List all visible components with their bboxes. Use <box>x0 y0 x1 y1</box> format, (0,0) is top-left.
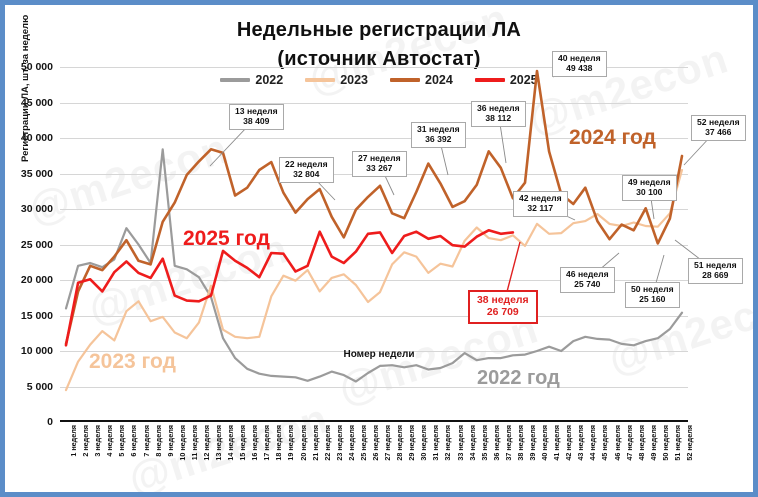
callout-week-label: 46 неделя <box>566 269 609 279</box>
y-axis-tick-label: 15 000 <box>20 309 53 322</box>
y-axis-tick-label: 25 000 <box>20 238 53 251</box>
callout-week-label: 50 неделя <box>631 284 674 294</box>
callout-week-label: 13 неделя <box>235 106 278 116</box>
y-axis-tick-label: 5 000 <box>26 380 53 393</box>
year-caption: 2022 год <box>477 367 560 389</box>
callout-week-label: 22 неделя <box>285 159 328 169</box>
callout-box[interactable]: 38 неделя 26 709 <box>468 290 538 325</box>
callout-box[interactable]: 52 неделя 37 466 <box>691 115 746 142</box>
legend-label: 2025 <box>509 73 538 87</box>
chart-canvas: @m2econ @m2econ @m2econ @m2econ @m2econ … <box>5 5 753 492</box>
gridline <box>60 138 688 139</box>
callout-box[interactable]: 42 неделя 32 117 <box>513 191 568 218</box>
page-subtitle: (источник Автостат) <box>277 48 481 70</box>
y-axis-tick-label: 10 000 <box>20 345 53 357</box>
callout-value: 36 392 <box>425 133 452 144</box>
callout-box[interactable]: 27 неделя 33 267 <box>352 151 407 178</box>
callout-box[interactable]: 40 неделя 49 438 <box>552 51 607 78</box>
callout-box[interactable]: 22 неделя 32 804 <box>279 157 334 184</box>
y-axis-tick-label: 50 000 <box>20 61 53 73</box>
callout-value: 26 709 <box>486 306 519 318</box>
callout-week-label: 42 неделя <box>519 193 562 203</box>
legend-swatch-icon <box>305 78 336 82</box>
y-axis-tick-label: 20 000 <box>20 274 53 286</box>
legend-swatch-icon <box>220 78 251 82</box>
series-line-2025 <box>64 229 515 347</box>
gridline <box>60 209 688 210</box>
callout-value: 25 160 <box>639 293 666 304</box>
legend-label: 2023 <box>340 73 368 87</box>
legend-item-2025[interactable]: 2025 <box>474 73 538 87</box>
series-lines <box>64 69 684 392</box>
callout-week-label: 49 неделя <box>628 177 671 187</box>
callout-box[interactable]: 31 неделя 36 392 <box>411 122 466 149</box>
callout-value: 28 669 <box>702 269 729 280</box>
gridline <box>60 244 688 246</box>
callout-box[interactable]: 36 неделя 38 112 <box>471 101 526 128</box>
series-line-2023 <box>64 168 684 392</box>
series-line-2022 <box>64 148 684 383</box>
callout-box[interactable]: 46 неделя 25 740 <box>560 267 615 294</box>
callout-value: 38 409 <box>243 115 270 126</box>
y-axis-tick-label: 40 000 <box>20 132 53 144</box>
callout-week-label: 51 неделя <box>694 260 737 270</box>
x-axis-line <box>60 419 688 422</box>
callout-box[interactable]: 49 неделя 30 100 <box>622 175 677 202</box>
callout-box[interactable]: 13 неделя 38 409 <box>229 104 284 131</box>
callout-week-label: 27 неделя <box>358 153 401 163</box>
legend-label: 2024 <box>425 73 453 87</box>
gridline <box>60 315 688 317</box>
gridline <box>60 351 688 352</box>
callout-value: 37 466 <box>705 126 732 137</box>
gridline <box>60 386 688 388</box>
year-caption: 2025 год <box>183 227 270 250</box>
gridline <box>60 280 688 281</box>
year-caption: 2023 год <box>89 350 176 373</box>
callout-value: 30 100 <box>636 186 663 197</box>
callout-box[interactable]: 50 неделя 25 160 <box>625 282 680 309</box>
legend: 2022 2023 2024 2025 <box>5 73 753 87</box>
callout-value: 38 112 <box>485 112 512 123</box>
callout-week-label: 36 неделя <box>477 103 520 113</box>
page-title: Недельные регистрации ЛА <box>236 19 522 41</box>
callout-leader-lines <box>209 63 719 308</box>
legend-item-2023[interactable]: 2023 <box>305 73 368 87</box>
y-axis-tick-label: 30 000 <box>20 203 53 215</box>
year-caption: 2024 год <box>569 126 656 149</box>
callout-week-label: 40 неделя <box>558 53 601 63</box>
legend-item-2022[interactable]: 2022 <box>220 73 283 87</box>
callout-value: 32 117 <box>527 202 554 213</box>
callout-box[interactable]: 51 неделя 28 669 <box>688 258 743 285</box>
legend-label: 2022 <box>255 73 284 87</box>
x-axis-title: Номер недели <box>343 349 415 360</box>
series-line-2024 <box>64 69 684 346</box>
legend-swatch-icon <box>390 78 420 82</box>
callout-value: 49 438 <box>566 62 593 73</box>
y-axis-tick-label: 35 000 <box>20 167 53 180</box>
y-axis-tick-label: 0 <box>47 416 53 428</box>
callout-week-label: 38 неделя <box>477 295 529 306</box>
y-axis-tick-label: 45 000 <box>20 96 53 109</box>
legend-swatch-icon <box>474 78 505 82</box>
callout-value: 32 804 <box>293 168 320 179</box>
callout-value: 25 740 <box>574 278 601 289</box>
gridline <box>60 102 688 104</box>
callout-value: 33 267 <box>366 162 393 173</box>
callout-week-label: 52 неделя <box>697 117 740 127</box>
callout-week-label: 31 неделя <box>417 124 460 134</box>
gridline <box>60 67 688 68</box>
legend-item-2024[interactable]: 2024 <box>390 73 453 87</box>
